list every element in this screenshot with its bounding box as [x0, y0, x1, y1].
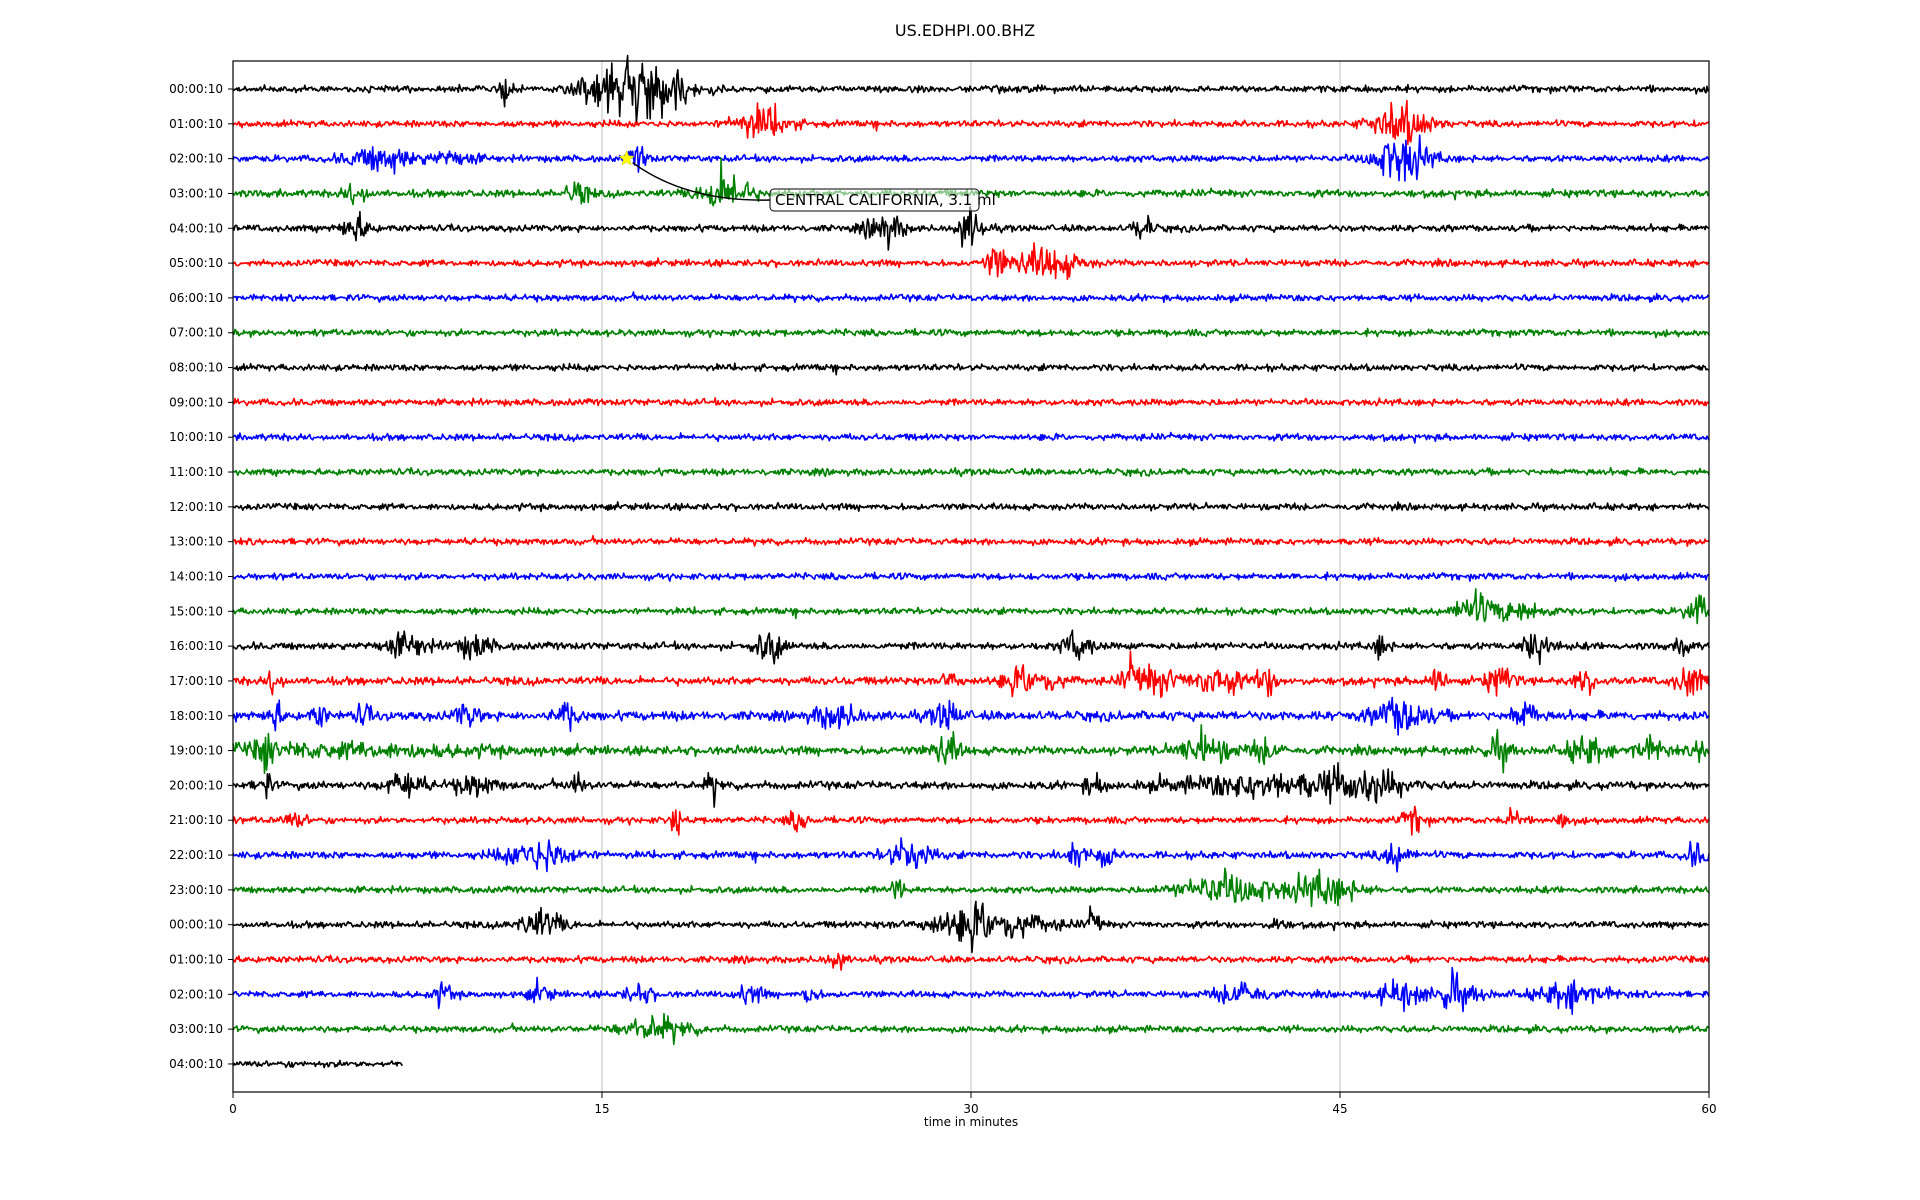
- trace-row-6: [232, 291, 1710, 304]
- trace-row-27: [232, 1012, 1710, 1046]
- y-tick-label: 20:00:10: [169, 778, 223, 792]
- trace-row-0: [232, 54, 1710, 124]
- x-tick-label: 30: [963, 1102, 978, 1116]
- y-tick-label: 21:00:10: [169, 813, 223, 827]
- plot-frame: [232, 60, 1710, 1093]
- y-tick-labels: 00:00:10 01:00:10 02:00:10 03:00:10 04:00:10…: [169, 82, 233, 1071]
- x-tick-label: 0: [229, 1102, 237, 1116]
- y-tick-label: 13:00:10: [169, 535, 223, 549]
- y-tick-label: 10:00:10: [169, 430, 223, 444]
- chart-title: US.EDHPI.00.BHZ: [895, 21, 1035, 40]
- y-tick-label: 16:00:10: [169, 639, 223, 653]
- trace-row-2: [232, 134, 1710, 182]
- x-tick-label: 60: [1701, 1102, 1716, 1116]
- trace-row-15: [232, 588, 1710, 625]
- y-tick-label: 12:00:10: [169, 500, 223, 514]
- y-tick-label: 09:00:10: [169, 395, 223, 409]
- annotation-arrow: [632, 162, 771, 201]
- trace-row-9: [232, 397, 1710, 408]
- y-tick-label: 18:00:10: [169, 709, 223, 723]
- trace-row-13: [232, 534, 1710, 547]
- y-tick-label: 15:00:10: [169, 604, 223, 618]
- trace-row-17: [232, 650, 1710, 699]
- y-tick-label: 07:00:10: [169, 326, 223, 340]
- trace-row-26: [232, 966, 1710, 1015]
- trace-row-22: [232, 837, 1710, 873]
- y-tick-label: 00:00:10: [169, 918, 223, 932]
- y-tick-label: 00:00:10: [169, 82, 223, 96]
- y-tick-label: 14:00:10: [169, 569, 223, 583]
- y-tick-label: 04:00:10: [169, 221, 223, 235]
- y-tick-label: 01:00:10: [169, 117, 223, 131]
- y-tick-label: 01:00:10: [169, 953, 223, 967]
- trace-row-18: [232, 696, 1710, 736]
- trace-row-28: [232, 1059, 403, 1069]
- y-tick-label: 03:00:10: [169, 186, 223, 200]
- seismogram-traces: [232, 54, 1710, 1069]
- trace-row-23: [232, 867, 1710, 908]
- event-annotation: CENTRAL CALIFORNIA, 3.1 ml: [618, 149, 996, 212]
- y-tick-label: 03:00:10: [169, 1022, 223, 1036]
- trace-row-25: [232, 952, 1710, 971]
- trace-row-8: [232, 362, 1710, 376]
- y-tick-label: 08:00:10: [169, 361, 223, 375]
- x-tick-label: 15: [594, 1102, 609, 1116]
- trace-row-12: [232, 501, 1710, 513]
- y-tick-label: 11:00:10: [169, 465, 223, 479]
- x-tick-labels: 0 15 30 45 60: [229, 1092, 1717, 1116]
- y-tick-label: 05:00:10: [169, 256, 223, 270]
- y-tick-label: 23:00:10: [169, 883, 223, 897]
- x-axis-label: time in minutes: [924, 1115, 1018, 1129]
- y-tick-label: 17:00:10: [169, 674, 223, 688]
- trace-row-19: [232, 724, 1710, 774]
- y-tick-label: 19:00:10: [169, 744, 223, 758]
- trace-row-20: [232, 762, 1710, 808]
- event-star-marker: [618, 149, 635, 166]
- trace-row-16: [232, 629, 1710, 666]
- y-tick-label: 04:00:10: [169, 1057, 223, 1071]
- x-tick-label: 45: [1332, 1102, 1347, 1116]
- y-tick-label: 22:00:10: [169, 848, 223, 862]
- trace-row-1: [232, 99, 1710, 146]
- trace-row-11: [232, 466, 1710, 478]
- trace-row-14: [232, 571, 1710, 583]
- trace-row-24: [232, 900, 1710, 954]
- trace-row-10: [232, 431, 1710, 444]
- trace-row-5: [232, 242, 1710, 281]
- annotation-box: [769, 188, 980, 212]
- y-tick-label: 06:00:10: [169, 291, 223, 305]
- y-tick-label: 02:00:10: [169, 987, 223, 1001]
- annotation-label: CENTRAL CALIFORNIA, 3.1 ml: [775, 191, 996, 209]
- y-tick-label: 02:00:10: [169, 152, 223, 166]
- trace-row-7: [232, 327, 1710, 339]
- trace-row-21: [232, 805, 1710, 836]
